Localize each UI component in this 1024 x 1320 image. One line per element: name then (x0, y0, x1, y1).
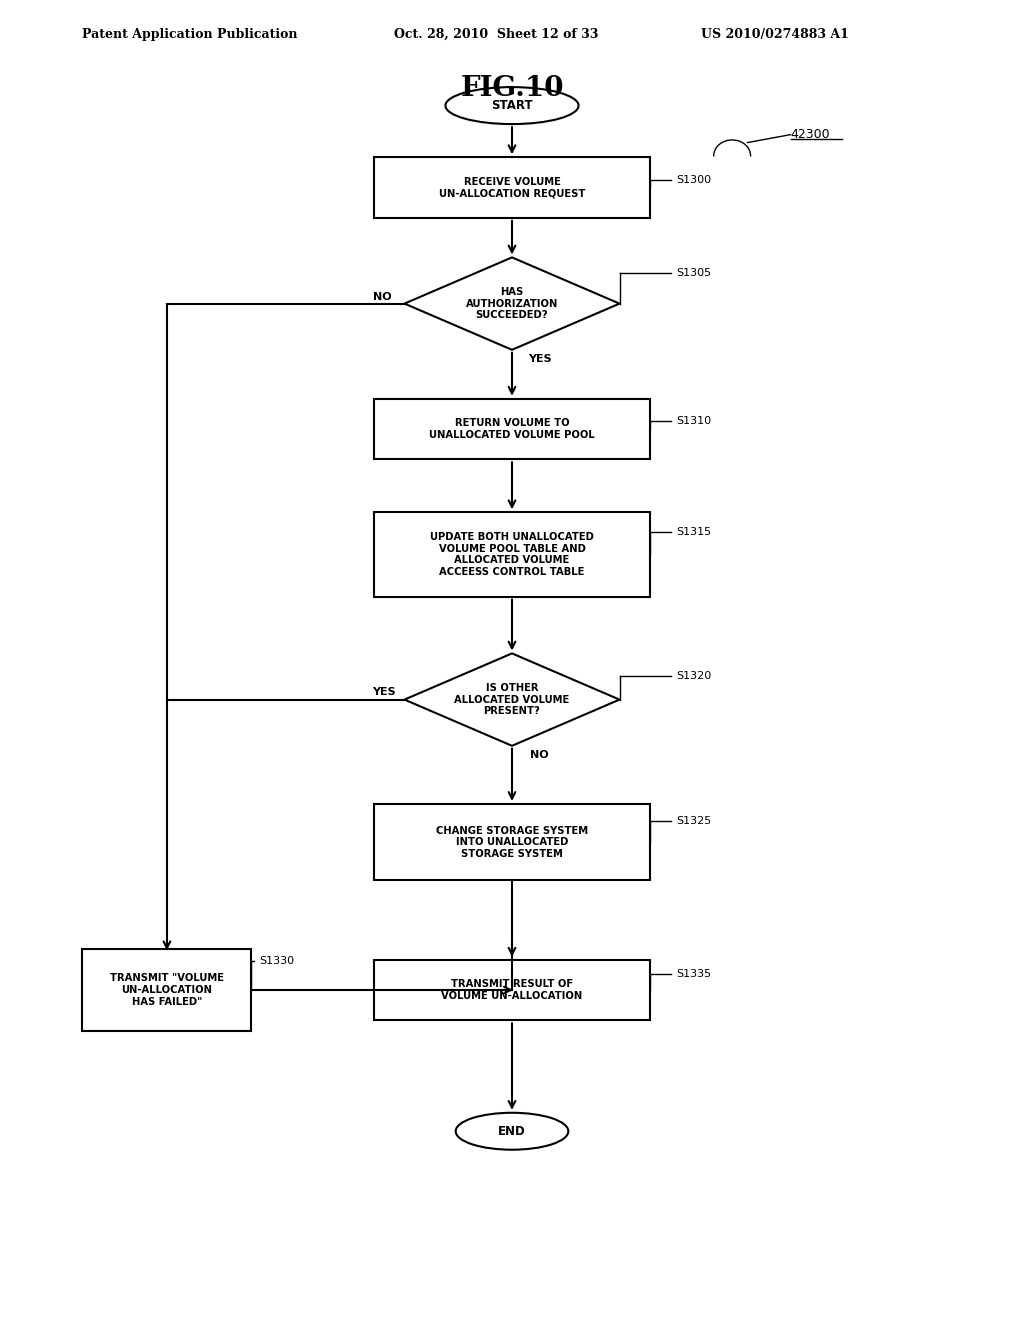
Text: TRANSMIT RESULT OF
VOLUME UN-ALLOCATION: TRANSMIT RESULT OF VOLUME UN-ALLOCATION (441, 979, 583, 1001)
Text: S1325: S1325 (676, 816, 711, 826)
Text: RETURN VOLUME TO
UNALLOCATED VOLUME POOL: RETURN VOLUME TO UNALLOCATED VOLUME POOL (429, 418, 595, 440)
Text: TRANSMIT "VOLUME
UN-ALLOCATION
HAS FAILED": TRANSMIT "VOLUME UN-ALLOCATION HAS FAILE… (110, 973, 224, 1007)
Text: YES: YES (372, 686, 396, 697)
Text: RECEIVE VOLUME
UN-ALLOCATION REQUEST: RECEIVE VOLUME UN-ALLOCATION REQUEST (439, 177, 585, 198)
Text: S1305: S1305 (676, 268, 711, 279)
Text: S1315: S1315 (676, 527, 711, 537)
Text: FIG.10: FIG.10 (460, 75, 564, 102)
Text: Oct. 28, 2010  Sheet 12 of 33: Oct. 28, 2010 Sheet 12 of 33 (394, 28, 599, 41)
Text: S1335: S1335 (676, 969, 711, 979)
Text: NO: NO (373, 292, 391, 302)
Text: UPDATE BOTH UNALLOCATED
VOLUME POOL TABLE AND
ALLOCATED VOLUME
ACCEESS CONTROL T: UPDATE BOTH UNALLOCATED VOLUME POOL TABL… (430, 532, 594, 577)
Text: NO: NO (530, 750, 549, 760)
Text: START: START (492, 99, 532, 112)
Text: YES: YES (527, 354, 552, 364)
Text: IS OTHER
ALLOCATED VOLUME
PRESENT?: IS OTHER ALLOCATED VOLUME PRESENT? (455, 682, 569, 717)
Text: Patent Application Publication: Patent Application Publication (82, 28, 297, 41)
Text: S1310: S1310 (676, 416, 711, 426)
Text: HAS
AUTHORIZATION
SUCCEEDED?: HAS AUTHORIZATION SUCCEEDED? (466, 286, 558, 321)
Text: 42300: 42300 (791, 128, 830, 141)
Text: S1330: S1330 (259, 956, 294, 966)
Text: S1300: S1300 (676, 174, 711, 185)
Text: S1320: S1320 (676, 671, 711, 681)
Text: END: END (498, 1125, 526, 1138)
Text: CHANGE STORAGE SYSTEM
INTO UNALLOCATED
STORAGE SYSTEM: CHANGE STORAGE SYSTEM INTO UNALLOCATED S… (436, 825, 588, 859)
Text: US 2010/0274883 A1: US 2010/0274883 A1 (701, 28, 849, 41)
